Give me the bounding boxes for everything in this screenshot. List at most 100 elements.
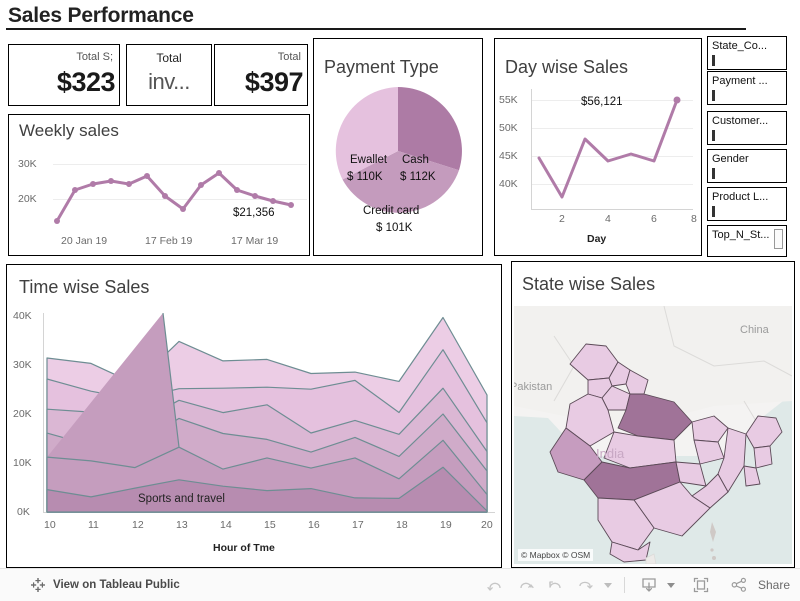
gridline	[531, 100, 693, 101]
filter-product-line[interactable]: Product L...	[707, 187, 787, 221]
day-ytick-55k: 55K	[499, 94, 518, 106]
day-xtick-8: 8	[691, 213, 697, 225]
map-attribution: © Mapbox © OSM	[518, 549, 594, 561]
day-y-axis	[531, 89, 532, 209]
fullscreen-icon[interactable]	[689, 573, 713, 597]
weekly-annotation: $21,356	[233, 207, 275, 219]
filter-customer-type[interactable]: Customer...	[707, 111, 787, 145]
filter-state-code[interactable]: State_Co...	[707, 36, 787, 70]
pie-label-ewallet: Ewallet	[350, 154, 388, 166]
filter-control[interactable]	[712, 90, 715, 101]
pie-value-creditcard: $ 101K	[376, 222, 413, 234]
filter-control[interactable]	[712, 55, 715, 66]
time-ytick-10k: 10K	[13, 457, 32, 469]
time-xtick-17: 17	[352, 519, 364, 531]
toolbar-actions: Share	[484, 569, 790, 601]
day-ytick-50k: 50K	[499, 122, 518, 134]
kpi-card-total-profit[interactable]: Total $397	[214, 44, 308, 106]
filter-gender[interactable]: Gender	[707, 149, 787, 183]
pie-value-ewallet: $ 110K	[347, 171, 383, 183]
payment-type-pie[interactable]	[334, 87, 462, 215]
redo-icon[interactable]	[514, 573, 538, 597]
pie-label-creditcard: Credit card	[363, 205, 420, 217]
map-label-india: India	[596, 446, 625, 461]
time-y-axis	[43, 313, 44, 513]
filter-slider-handle[interactable]	[774, 229, 783, 249]
pie-value-cash: $ 112K	[400, 171, 436, 183]
revert-icon[interactable]	[544, 573, 568, 597]
gridline	[53, 199, 307, 200]
filter-top-n-states[interactable]: Top_N_St...	[707, 225, 787, 257]
panel-weekly-sales[interactable]: Weekly sales 30K 20K $21,356 20 Jan 19 1…	[8, 114, 310, 256]
time-xtick-13: 13	[176, 519, 188, 531]
kpi-label: Total	[156, 51, 182, 65]
time-xtick-14: 14	[220, 519, 232, 531]
kpi-label: Total S;	[76, 51, 113, 63]
refresh-icon[interactable]	[574, 573, 598, 597]
weekly-ytick-30k: 30K	[18, 158, 37, 170]
india-choropleth-map[interactable]: China Pakistan India © Mapbox © OSM	[514, 306, 792, 564]
weekly-xtick-0: 20 Jan 19	[61, 235, 108, 247]
time-xtick-12: 12	[132, 519, 144, 531]
filter-label: Product L...	[712, 191, 769, 203]
map-label-pakistan: Pakistan	[514, 381, 553, 393]
day-xtick-2: 2	[559, 213, 565, 225]
kpi-value: inv...	[148, 69, 190, 94]
time-xtick-15: 15	[264, 519, 276, 531]
page-title: Sales Performance	[8, 4, 194, 27]
tableau-logo-icon	[31, 578, 45, 592]
time-wise-title: Time wise Sales	[19, 277, 150, 297]
kpi-card-total-invoices[interactable]: Total inv...	[126, 44, 212, 106]
dashboard-canvas: Sales Performance Total S; $323 Total in…	[6, 4, 795, 568]
download-icon[interactable]	[637, 573, 661, 597]
weekly-xtick-1: 17 Feb 19	[145, 235, 193, 247]
time-xtick-18: 18	[396, 519, 408, 531]
bottom-toolbar: View on Tableau Public	[0, 568, 800, 601]
time-xtick-16: 16	[308, 519, 320, 531]
time-ytick-40k: 40K	[13, 310, 32, 322]
filter-label: Customer...	[712, 115, 769, 127]
panel-payment-type[interactable]: Payment Type Cash $ 112K Ewallet $ 110K …	[313, 38, 483, 256]
day-x-axis	[531, 209, 693, 210]
view-on-tableau-public-label: View on Tableau Public	[53, 579, 180, 591]
download-chevron-down-icon[interactable]	[666, 582, 675, 588]
share-label[interactable]: Share	[757, 578, 790, 592]
weekly-ytick-20k: 20K	[18, 193, 37, 205]
chevron-down-icon[interactable]	[603, 582, 612, 588]
state-wise-title: State wise Sales	[522, 274, 656, 294]
panel-day-wise-sales[interactable]: Day wise Sales 55K 50K 45K 40K $56,121 2…	[494, 38, 702, 256]
filter-control[interactable]	[712, 130, 715, 141]
time-xtick-20: 20	[481, 519, 493, 531]
kpi-label: Total	[277, 51, 301, 63]
gridline	[531, 128, 693, 129]
panel-state-wise-sales[interactable]: State wise Sales	[511, 261, 795, 568]
pie-label-cash: Cash	[402, 154, 429, 166]
filter-control[interactable]	[712, 206, 715, 217]
map-label-china: China	[740, 324, 769, 336]
kpi-card-total-sales[interactable]: Total S; $323	[8, 44, 120, 106]
share-icon[interactable]	[727, 573, 751, 597]
map-svg	[514, 306, 792, 564]
filter-label: Top_N_St...	[712, 229, 770, 241]
time-wise-stacked-area	[46, 313, 488, 513]
gridline	[53, 164, 307, 165]
gridline	[531, 184, 693, 185]
day-xtick-6: 6	[651, 213, 657, 225]
time-ytick-20k: 20K	[13, 408, 32, 420]
filter-label: Gender	[712, 153, 749, 165]
time-xtick-11: 11	[88, 519, 99, 531]
payment-type-title: Payment Type	[324, 57, 439, 77]
filter-control[interactable]	[712, 168, 715, 179]
title-underline	[6, 28, 746, 30]
undo-icon[interactable]	[484, 573, 508, 597]
filter-payment-type[interactable]: Payment ...	[707, 71, 787, 105]
day-annotation: $56,121	[581, 96, 623, 108]
day-wise-line	[537, 96, 681, 199]
toolbar-divider	[623, 577, 625, 593]
view-on-tableau-public-button[interactable]: View on Tableau Public	[30, 569, 180, 601]
day-ytick-40k: 40K	[499, 178, 518, 190]
filter-label: Payment ...	[712, 75, 768, 87]
time-x-axis-label: Hour of Tme	[213, 542, 275, 554]
weekly-sales-title: Weekly sales	[19, 121, 119, 140]
panel-time-wise-sales[interactable]: Time wise Sales 40K 30K 20K 10K 0K	[6, 264, 502, 568]
